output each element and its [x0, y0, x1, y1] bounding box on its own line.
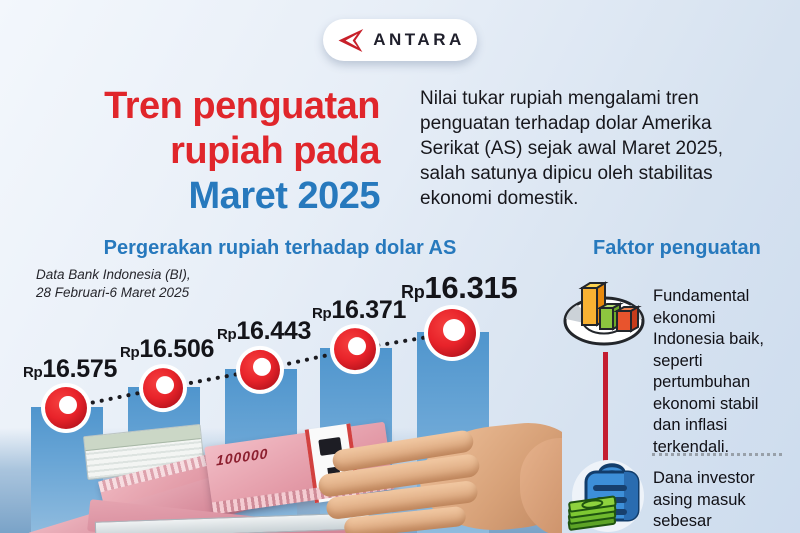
value-label: Rp16.575 — [23, 355, 117, 384]
exchange-rate-value: 16.315 — [424, 270, 518, 305]
money-photo: 100000 — [0, 418, 562, 533]
title-line-2: rupiah pada — [170, 130, 380, 172]
data-source: Data Bank Indonesia (BI), 28 Februari-6 … — [36, 266, 191, 302]
banknote-denomination: 100000 — [216, 445, 269, 469]
bar-chart-3d-icon — [563, 281, 645, 346]
value-label: Rp16.443 — [217, 317, 311, 346]
antara-logo-icon — [338, 28, 364, 52]
data-source-line-1: Data Bank Indonesia (BI), — [36, 267, 191, 282]
page-title: Tren penguatan rupiah pada Maret 2025 — [28, 84, 380, 219]
exchange-rate-value: 16.506 — [139, 335, 215, 364]
value-label: Rp16.315 — [401, 270, 518, 306]
brand-name: ANTARA — [373, 30, 465, 49]
timeline-connector — [603, 352, 608, 470]
factor-text-1: Fundamental ekonomi Indonesia baik, sepe… — [653, 287, 764, 456]
factors-heading: Faktor penguatan — [593, 237, 761, 259]
antara-logo: ANTARA — [323, 19, 477, 61]
currency-prefix: Rp — [120, 344, 140, 362]
exchange-rate-value: 16.371 — [331, 296, 407, 325]
currency-prefix: Rp — [312, 305, 332, 323]
title-line-3: Maret 2025 — [188, 175, 381, 217]
dotted-separator — [652, 453, 782, 456]
chart-title: Pergerakan rupiah terhadap dolar AS — [103, 237, 457, 259]
value-label: Rp16.506 — [120, 335, 214, 364]
intro-text: Nilai tukar rupiah mengalami tren pengua… — [420, 88, 724, 209]
currency-prefix: Rp — [23, 364, 43, 381]
exchange-rate-value: 16.575 — [42, 355, 118, 383]
factor-text-2: Dana investor asing masuk sebesar — [653, 469, 755, 530]
currency-prefix: Rp — [217, 325, 237, 343]
exchange-rate-value: 16.443 — [236, 316, 312, 345]
value-label: Rp16.371 — [312, 296, 406, 325]
currency-prefix: Rp — [401, 282, 425, 302]
title-line-1: Tren penguatan — [104, 85, 380, 127]
money-briefcase-icon — [567, 460, 644, 532]
data-source-line-2: 28 Februari-6 Maret 2025 — [36, 285, 190, 300]
